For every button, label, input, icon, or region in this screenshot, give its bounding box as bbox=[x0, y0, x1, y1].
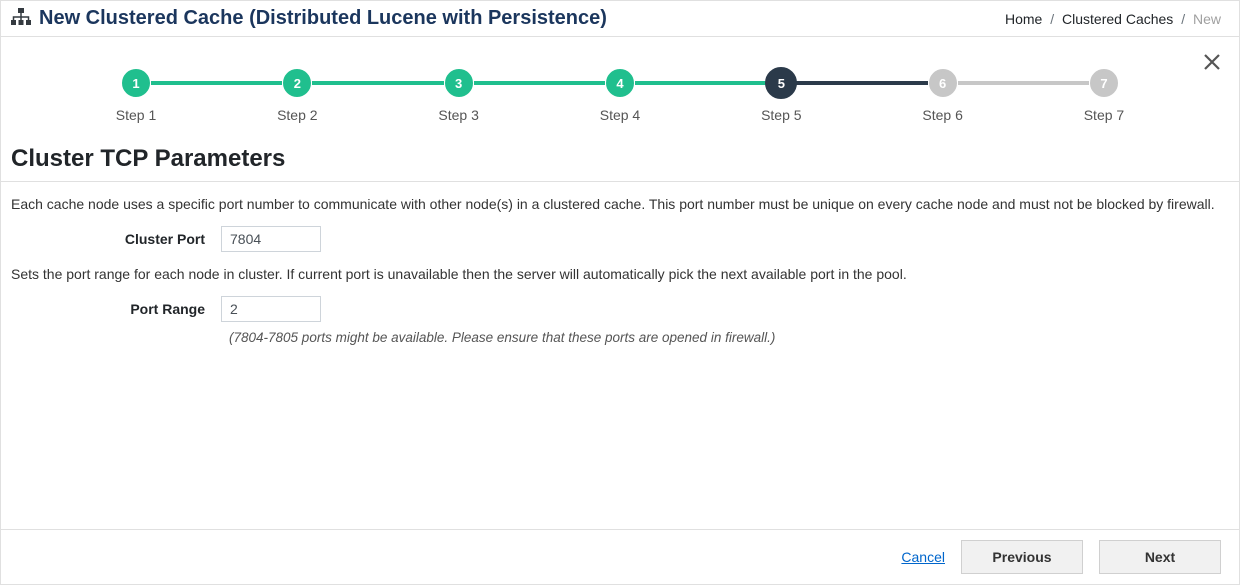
breadcrumb-sep: / bbox=[1050, 11, 1054, 27]
step-node-5[interactable]: 5 bbox=[766, 67, 796, 99]
stepper: 1234567 Step 1Step 2Step 3Step 4Step 5St… bbox=[1, 37, 1239, 123]
breadcrumb-home[interactable]: Home bbox=[1005, 11, 1042, 27]
step-connector bbox=[796, 81, 927, 85]
port-range-hint: (7804-7805 ports might be available. Ple… bbox=[229, 330, 1229, 345]
step-label: Step 7 bbox=[1089, 107, 1119, 123]
page-root: New Clustered Cache (Distributed Lucene … bbox=[0, 0, 1240, 585]
step-node-4[interactable]: 4 bbox=[605, 69, 635, 97]
port-range-row: Port Range bbox=[11, 296, 1229, 322]
header-left: New Clustered Cache (Distributed Lucene … bbox=[11, 7, 607, 30]
step-connector bbox=[635, 81, 766, 85]
step-label: Step 3 bbox=[444, 107, 474, 123]
previous-button[interactable]: Previous bbox=[961, 540, 1083, 574]
step-label: Step 2 bbox=[282, 107, 312, 123]
cluster-port-input[interactable] bbox=[221, 226, 321, 252]
cluster-port-label: Cluster Port bbox=[11, 231, 221, 247]
port-range-description: Sets the port range for each node in clu… bbox=[11, 266, 1229, 282]
step-circle: 6 bbox=[929, 69, 957, 97]
breadcrumb-clustered-caches[interactable]: Clustered Caches bbox=[1062, 11, 1173, 27]
wizard-footer: Cancel Previous Next bbox=[1, 529, 1239, 584]
port-range-input[interactable] bbox=[221, 296, 321, 322]
step-label: Step 6 bbox=[928, 107, 958, 123]
cancel-link[interactable]: Cancel bbox=[901, 549, 945, 565]
page-title: New Clustered Cache (Distributed Lucene … bbox=[39, 7, 607, 30]
step-node-1[interactable]: 1 bbox=[121, 69, 151, 97]
step-connector bbox=[312, 81, 443, 85]
step-connector bbox=[151, 81, 282, 85]
step-label: Step 4 bbox=[605, 107, 635, 123]
step-circle: 2 bbox=[283, 69, 311, 97]
stepper-labels: Step 1 Step 2 Step 3 Step 4 Step 5 Step 6 Step… bbox=[121, 107, 1119, 123]
stepper-track: 1 2 3 4 5 6 7 bbox=[121, 67, 1119, 99]
port-range-label: Port Range bbox=[11, 301, 221, 317]
step-node-3[interactable]: 3 bbox=[444, 69, 474, 97]
close-icon bbox=[1203, 53, 1221, 71]
step-circle: 5 bbox=[765, 67, 797, 99]
step-node-6[interactable]: 6 bbox=[928, 69, 958, 97]
breadcrumb-current: New bbox=[1193, 11, 1221, 27]
form-body: Each cache node uses a specific port num… bbox=[1, 182, 1239, 359]
cluster-port-row: Cluster Port bbox=[11, 226, 1229, 252]
page-header: New Clustered Cache (Distributed Lucene … bbox=[1, 1, 1239, 37]
section-heading: Cluster TCP Parameters bbox=[1, 133, 1239, 182]
step-circle: 1 bbox=[122, 69, 150, 97]
next-button[interactable]: Next bbox=[1099, 540, 1221, 574]
step-label: Step 5 bbox=[766, 107, 796, 123]
step-node-2[interactable]: 2 bbox=[282, 69, 312, 97]
sitemap-icon bbox=[11, 8, 31, 29]
step-connector bbox=[958, 81, 1089, 85]
step-label: Step 1 bbox=[121, 107, 151, 123]
step-circle: 3 bbox=[445, 69, 473, 97]
cluster-port-description: Each cache node uses a specific port num… bbox=[11, 196, 1229, 212]
breadcrumb-sep: / bbox=[1181, 11, 1185, 27]
step-connector bbox=[474, 81, 605, 85]
step-node-7[interactable]: 7 bbox=[1089, 69, 1119, 97]
close-button[interactable] bbox=[1203, 53, 1221, 75]
step-circle: 7 bbox=[1090, 69, 1118, 97]
step-circle: 4 bbox=[606, 69, 634, 97]
breadcrumb: Home / Clustered Caches / New bbox=[1005, 11, 1221, 27]
